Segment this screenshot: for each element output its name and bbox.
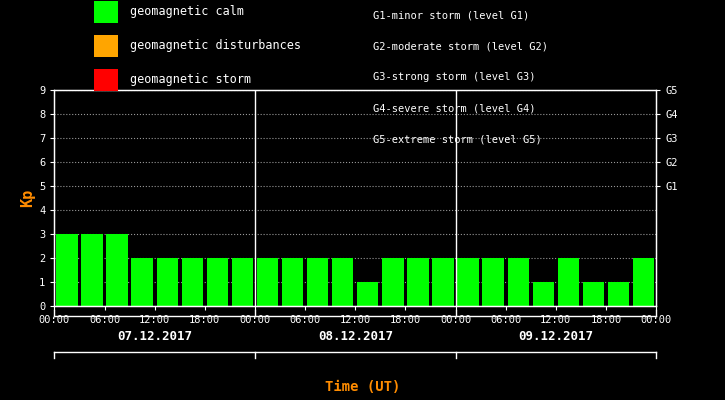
- Bar: [457, 258, 479, 306]
- Text: 09.12.2017: 09.12.2017: [518, 330, 593, 342]
- Text: G5-extreme storm (level G5): G5-extreme storm (level G5): [373, 135, 542, 145]
- Text: G1-minor storm (level G1): G1-minor storm (level G1): [373, 10, 530, 20]
- Bar: [307, 258, 328, 306]
- Bar: [157, 258, 178, 306]
- Bar: [407, 258, 428, 306]
- Bar: [107, 234, 128, 306]
- Text: geomagnetic calm: geomagnetic calm: [130, 6, 244, 18]
- Bar: [432, 258, 454, 306]
- Bar: [558, 258, 579, 306]
- Bar: [57, 234, 78, 306]
- Bar: [583, 282, 604, 306]
- Text: geomagnetic storm: geomagnetic storm: [130, 74, 252, 86]
- Bar: [483, 258, 504, 306]
- Bar: [533, 282, 554, 306]
- Bar: [81, 234, 103, 306]
- Bar: [633, 258, 654, 306]
- Y-axis label: Kp: Kp: [20, 189, 35, 207]
- Bar: [182, 258, 203, 306]
- Bar: [357, 282, 378, 306]
- Text: Time (UT): Time (UT): [325, 380, 400, 394]
- Bar: [257, 258, 278, 306]
- Bar: [232, 258, 253, 306]
- Bar: [207, 258, 228, 306]
- Bar: [282, 258, 303, 306]
- Text: G4-severe storm (level G4): G4-severe storm (level G4): [373, 104, 536, 114]
- Bar: [131, 258, 153, 306]
- Bar: [382, 258, 404, 306]
- Text: 08.12.2017: 08.12.2017: [318, 330, 393, 342]
- Bar: [332, 258, 353, 306]
- Text: 07.12.2017: 07.12.2017: [117, 330, 192, 342]
- Text: G3-strong storm (level G3): G3-strong storm (level G3): [373, 72, 536, 82]
- Bar: [608, 282, 629, 306]
- Text: geomagnetic disturbances: geomagnetic disturbances: [130, 40, 302, 52]
- Bar: [507, 258, 529, 306]
- Text: G2-moderate storm (level G2): G2-moderate storm (level G2): [373, 41, 548, 51]
